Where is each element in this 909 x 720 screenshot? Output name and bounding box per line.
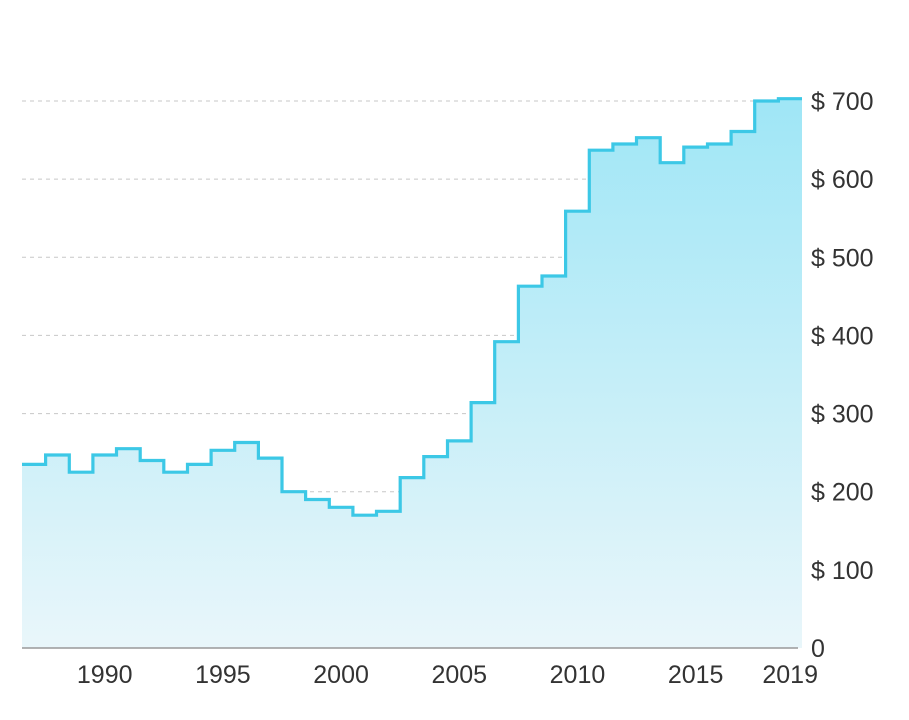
- y-tick-label: $ 300: [811, 401, 874, 429]
- y-tick-label: $ 400: [811, 322, 874, 350]
- x-tick-label: 2005: [431, 661, 487, 689]
- series-area-fill: [22, 98, 802, 648]
- y-tick-label: $ 500: [811, 244, 874, 272]
- x-tick-label: 1990: [77, 661, 133, 689]
- x-tick-label: 2000: [313, 661, 369, 689]
- x-tick-label: 2010: [550, 661, 606, 689]
- x-tick-label: 2019: [762, 661, 818, 689]
- x-tick-label: 1995: [195, 661, 251, 689]
- y-tick-label: $ 200: [811, 479, 874, 507]
- y-tick-label: $ 600: [811, 166, 874, 194]
- x-axis-labels: 1990 1995 2000 2005 2010 2015 2019: [77, 661, 818, 689]
- y-tick-label: 0: [811, 635, 825, 663]
- y-axis-labels: 0 $ 100 $ 200 $ 300 $ 400 $ 500 $ 600 $ 700: [811, 88, 874, 663]
- y-tick-label: $ 100: [811, 557, 874, 585]
- y-tick-label: $ 700: [811, 88, 874, 116]
- series-step-line: [22, 97, 802, 517]
- x-tick-label: 2015: [668, 661, 724, 689]
